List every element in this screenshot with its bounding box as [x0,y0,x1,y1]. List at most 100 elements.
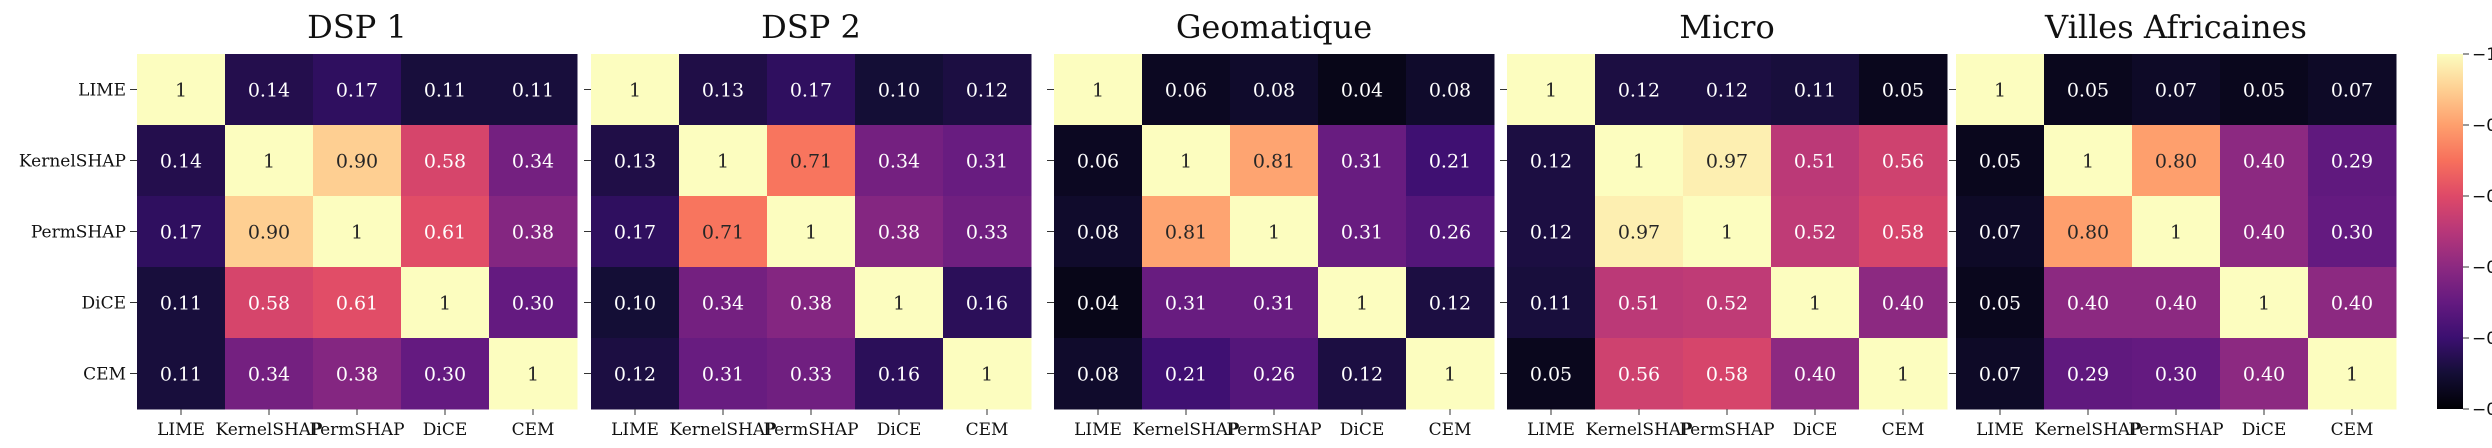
cell-value-label: 0.12 [1530,222,1572,244]
heatmap-cell [2308,196,2397,268]
colorbar-ticks: −0.0 −0.2 −0.4 −0.6 −0.8 −1.0 [2463,45,2492,420]
heatmap-cell [1683,125,1772,197]
cell-value-label: 0.17 [790,80,832,102]
heatmap-cell [1406,54,1495,126]
heatmap-cell [2132,338,2221,410]
heatmap-cell [679,125,768,197]
heatmap-cell [489,196,578,268]
cell-value-label: 0.97 [1706,151,1748,173]
cell-value-label: 0.90 [248,222,290,244]
cell-value-label: 0.11 [1530,293,1572,315]
cell-value-label: 0.11 [160,364,202,386]
heatmap-cell [767,54,856,126]
heatmap-cell [1142,267,1231,339]
x-tick-label: PermSHAP [1679,420,1774,440]
heatmap-cell [1142,338,1231,410]
heatmap-cell [679,196,768,268]
heatmap-cell [1683,196,1772,268]
heatmap-cell [225,196,314,268]
cell-value-label: 0.08 [1429,80,1471,102]
x-tick-label: PermSHAP [2128,420,2223,440]
cell-value-label: 1 [1897,364,1909,386]
heatmap-cell [2220,338,2309,410]
x-tick-label: PermSHAP [309,420,404,440]
cell-value-label: 0.40 [2331,293,2373,315]
heatmap-cell [1507,196,1596,268]
cell-value-label: 0.11 [424,80,466,102]
heatmap-cell [1683,338,1772,410]
cell-value-label: 0.38 [790,293,832,315]
cell-value-label: 0.07 [1979,364,2021,386]
x-tick-label: PermSHAP [1226,420,1321,440]
heatmap-cell [225,267,314,339]
panel-title: Geomatique [1176,8,1372,46]
heatmap-panel-dsp-2: DSP 2 1 0.13 0.17 0.10 0.12 0.13 1 0.71 0.34 0.31 0… [584,8,1032,440]
x-tick-label: KernelSHAP [1585,420,1692,440]
x-tick-label: KernelSHAP [2034,420,2141,440]
heatmap-cell [489,338,578,410]
panel-title: Micro [1679,8,1774,46]
x-tick-label: CEM [1882,420,1925,440]
heatmap-cell [591,196,680,268]
cell-value-label: 0.31 [966,151,1008,173]
cell-value-label: 0.40 [2067,293,2109,315]
cell-value-label: 0.34 [878,151,920,173]
heatmap-cell [1595,196,1684,268]
heatmap-cell [679,267,768,339]
heatmap-cell [137,54,226,126]
heatmap-cell [1507,125,1596,197]
heatmap-cell [1956,196,2045,268]
heatmap-cell [313,54,402,126]
heatmap-panel-micro: Micro 1 0.12 0.12 0.11 0.05 0.12 1 0.97 0.51 0.56 0… [1500,8,1948,440]
colorbar-tick-label: −0.0 [2472,400,2492,420]
heatmap-cell [137,338,226,410]
cell-value-label: 0.14 [248,80,290,102]
cell-value-label: 0.34 [512,151,554,173]
heatmap-cell [225,54,314,126]
cell-value-label: 0.21 [1429,151,1471,173]
heatmap-panel-villes-africaines: Villes Africaines 1 0.05 0.07 0.05 0.07 0.05 1 0… [1949,8,2397,440]
cell-value-label: 0.04 [1077,293,1119,315]
heatmap-cell [1956,125,2045,197]
cell-value-label: 0.05 [2243,80,2285,102]
cell-value-label: 1 [2258,293,2270,315]
x-tick-label: DiCE [2242,420,2286,440]
x-tick-label: DiCE [1793,420,1837,440]
heatmap-cell [1054,338,1143,410]
x-tick-label: LIME [1074,420,1122,440]
heatmap-cell [591,338,680,410]
heatmap-cell [2308,125,2397,197]
x-tick-label: PermSHAP [763,420,858,440]
heatmap-cell [2132,196,2221,268]
cell-value-label: 0.11 [512,80,554,102]
x-tick-label: DiCE [423,420,467,440]
cell-value-label: 0.14 [160,151,202,173]
heatmap-cell [591,267,680,339]
heatmap-cell [943,267,1032,339]
heatmap-cell [1406,196,1495,268]
cell-value-label: 1 [1809,293,1821,315]
cell-value-label: 0.34 [248,364,290,386]
heatmap-cell [401,196,490,268]
x-tick-label: DiCE [1340,420,1384,440]
cell-value-label: 1 [1180,151,1192,173]
cell-value-label: 0.52 [1706,293,1748,315]
cell-value-label: 0.29 [2067,364,2109,386]
cell-value-label: 1 [527,364,539,386]
heatmap-cell [1771,54,1860,126]
cell-value-label: 0.33 [966,222,1008,244]
heatmap-cell [2220,125,2309,197]
cell-value-label: 0.81 [1165,222,1207,244]
cell-value-label: 1 [2170,222,2182,244]
cell-value-label: 0.06 [1165,80,1207,102]
cell-value-label: 0.51 [1618,293,1660,315]
heatmap-cell [1054,196,1143,268]
colorbar-tick-label: −0.4 [2472,258,2492,278]
cell-value-label: 0.31 [1341,151,1383,173]
cell-value-label: 0.58 [424,151,466,173]
x-tick-label: LIME [1527,420,1575,440]
heatmap-cell [489,125,578,197]
cell-value-label: 0.12 [1618,80,1660,102]
heatmap-cell [1230,338,1319,410]
cell-value-label: 0.97 [1618,222,1660,244]
